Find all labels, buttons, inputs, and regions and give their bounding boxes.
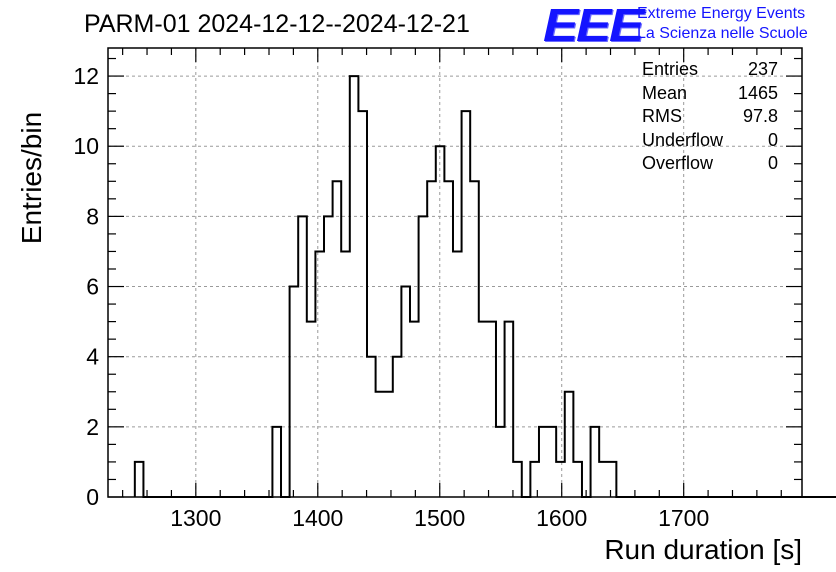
histogram-bin xyxy=(539,427,548,497)
y-tick-label: 4 xyxy=(86,344,99,370)
histogram-bin xyxy=(358,111,367,497)
chart-title: PARM-01 2024-12-12--2024-12-21 xyxy=(84,10,470,38)
histogram-bin xyxy=(453,251,462,497)
histogram-bin xyxy=(135,462,144,497)
x-tick-label: 1500 xyxy=(414,505,465,531)
histogram-bin xyxy=(462,111,471,497)
histogram-bin xyxy=(401,287,410,497)
logo-line-1: Extreme Energy Events xyxy=(637,5,806,22)
histogram-bin xyxy=(599,462,608,497)
histogram-bin xyxy=(487,322,496,497)
x-tick-label: 1600 xyxy=(536,505,587,531)
y-tick-label: 10 xyxy=(73,133,99,159)
stats-row-underflow: Underflow 0 xyxy=(642,129,778,153)
histogram-bin xyxy=(591,427,600,497)
plot-frame xyxy=(107,47,803,498)
y-tick-label: 8 xyxy=(86,203,99,229)
x-axis-label: Run duration [s] xyxy=(604,534,802,565)
histogram-bin xyxy=(565,392,574,497)
stats-row-mean: Mean 1465 xyxy=(642,82,778,106)
histogram-bin xyxy=(479,322,488,497)
stats-label: Entries xyxy=(642,59,699,79)
x-tick-label: 1400 xyxy=(292,505,343,531)
stats-row-rms: RMS 97.8 xyxy=(642,105,778,129)
stats-label: RMS xyxy=(642,106,682,126)
histogram-bin xyxy=(573,462,582,497)
histogram-bin xyxy=(608,462,617,497)
histogram-bin xyxy=(410,322,419,497)
histogram-bin xyxy=(341,251,350,497)
stats-value: 1465 xyxy=(737,82,778,103)
histogram-bin xyxy=(556,462,565,497)
y-tick-label: 6 xyxy=(86,274,99,300)
stats-value: 0 xyxy=(767,153,778,173)
logo-line-2: La Scienza nelle Scuole xyxy=(637,25,808,42)
y-tick-label: 12 xyxy=(73,63,99,89)
x-tick-label: 1300 xyxy=(170,505,221,531)
stats-value: 0 xyxy=(767,129,778,150)
stats-box: Entries 237 Mean 1465 RMS 97.8 Underflow… xyxy=(642,58,778,176)
y-tick-label: 2 xyxy=(86,414,99,440)
histogram-bin xyxy=(315,251,324,497)
stats-row-overflow: Overflow 0 xyxy=(642,152,778,176)
histogram-bin xyxy=(444,181,453,497)
histogram-bin xyxy=(505,322,514,497)
y-tick-label: 0 xyxy=(86,484,99,510)
histogram-bin xyxy=(470,181,479,497)
histogram-bin xyxy=(496,427,505,497)
stats-label: Underflow xyxy=(642,129,724,150)
histogram-bin xyxy=(333,181,342,497)
stats-row-entries: Entries 237 xyxy=(642,58,778,82)
x-tick-label: 1700 xyxy=(658,505,709,531)
histogram-bin xyxy=(272,427,281,497)
histogram-bin xyxy=(548,427,557,497)
histogram-bin xyxy=(427,181,436,497)
histogram-bin xyxy=(307,322,316,497)
histogram-bin xyxy=(376,392,385,497)
histogram-bin xyxy=(513,462,522,497)
stats-label: Mean xyxy=(642,82,688,103)
eee-logo: EEE Extreme Energy Events La Scienza nel… xyxy=(543,0,833,51)
stats-value: 237 xyxy=(747,59,778,79)
stats-label: Overflow xyxy=(642,153,714,173)
eee-logo-mark: EEE xyxy=(543,0,644,51)
y-axis-label: Entries/bin xyxy=(16,111,47,245)
histogram-bin xyxy=(384,392,393,497)
histogram-bin xyxy=(290,287,299,497)
stats-value: 97.8 xyxy=(742,106,778,126)
